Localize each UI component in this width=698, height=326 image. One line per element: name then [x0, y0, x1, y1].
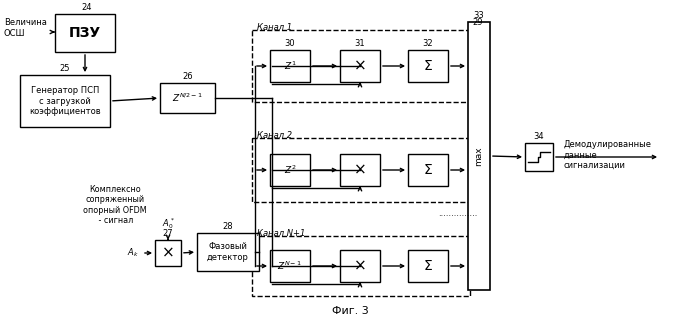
FancyBboxPatch shape — [408, 250, 448, 282]
Text: Σ: Σ — [424, 59, 432, 73]
FancyBboxPatch shape — [270, 154, 310, 186]
Text: Σ: Σ — [424, 163, 432, 177]
Text: ×: × — [354, 58, 366, 73]
Text: 29: 29 — [472, 18, 482, 27]
Text: Величина
ОСШ: Величина ОСШ — [4, 18, 47, 38]
Text: ×: × — [354, 259, 366, 274]
FancyBboxPatch shape — [408, 154, 448, 186]
Text: $A_0^*$: $A_0^*$ — [162, 216, 174, 231]
Text: ×: × — [162, 245, 174, 260]
Text: 27: 27 — [163, 229, 173, 238]
FancyBboxPatch shape — [340, 50, 380, 82]
Text: ...............: ............... — [438, 209, 477, 217]
Text: 33: 33 — [474, 11, 484, 20]
FancyBboxPatch shape — [468, 22, 490, 290]
Text: 26: 26 — [182, 72, 193, 81]
FancyBboxPatch shape — [155, 240, 181, 266]
Text: $Z^{1}$: $Z^{1}$ — [283, 60, 296, 72]
Text: 31: 31 — [355, 39, 365, 48]
Text: Σ: Σ — [424, 259, 432, 273]
Text: Фиг. 3: Фиг. 3 — [332, 306, 369, 316]
Text: 25: 25 — [60, 64, 70, 73]
FancyBboxPatch shape — [20, 75, 110, 127]
Text: 34: 34 — [534, 132, 544, 141]
Text: Фазовый
детектор: Фазовый детектор — [207, 242, 249, 262]
Text: Канал N+1: Канал N+1 — [257, 229, 306, 238]
FancyBboxPatch shape — [340, 250, 380, 282]
Text: max: max — [475, 146, 484, 166]
Text: ×: × — [354, 162, 366, 177]
FancyBboxPatch shape — [197, 233, 259, 271]
Text: $Z^{2}$: $Z^{2}$ — [284, 164, 296, 176]
FancyBboxPatch shape — [270, 50, 310, 82]
Text: $A_k$: $A_k$ — [127, 247, 139, 259]
FancyBboxPatch shape — [408, 50, 448, 82]
FancyBboxPatch shape — [525, 143, 553, 171]
FancyBboxPatch shape — [160, 83, 215, 113]
Text: Комплексно
сопряженный
опорный OFDM
 - сигнал: Комплексно сопряженный опорный OFDM - си… — [83, 185, 147, 225]
Text: 32: 32 — [423, 39, 433, 48]
Text: Демодулированные
данные
сигнализации: Демодулированные данные сигнализации — [564, 140, 652, 170]
FancyBboxPatch shape — [270, 250, 310, 282]
Text: $Z^{N/2-1}$: $Z^{N/2-1}$ — [172, 92, 203, 104]
Text: 24: 24 — [82, 3, 92, 12]
FancyBboxPatch shape — [55, 14, 115, 52]
Text: Канал 1: Канал 1 — [257, 23, 292, 32]
Text: 30: 30 — [285, 39, 295, 48]
Text: Канал 2: Канал 2 — [257, 131, 292, 140]
FancyBboxPatch shape — [340, 154, 380, 186]
Text: Генератор ПСП
с загрузкой
коэффициентов: Генератор ПСП с загрузкой коэффициентов — [29, 86, 101, 116]
Text: ПЗУ: ПЗУ — [69, 26, 101, 40]
Text: $Z^{N-1}$: $Z^{N-1}$ — [278, 260, 302, 272]
Text: 28: 28 — [223, 222, 233, 231]
